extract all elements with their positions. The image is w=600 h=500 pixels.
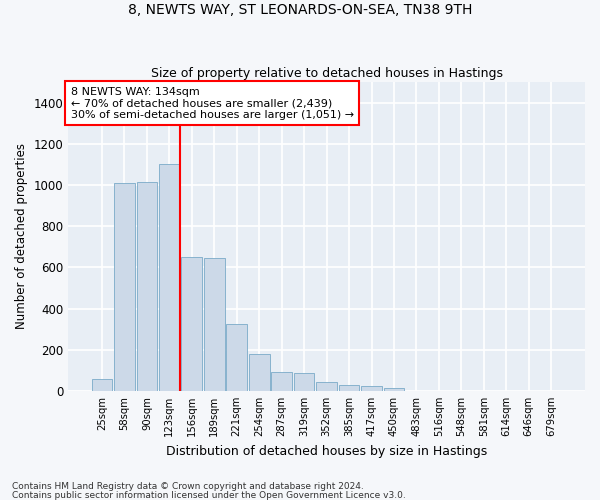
Text: Contains HM Land Registry data © Crown copyright and database right 2024.: Contains HM Land Registry data © Crown c… bbox=[12, 482, 364, 491]
X-axis label: Distribution of detached houses by size in Hastings: Distribution of detached houses by size … bbox=[166, 444, 487, 458]
Bar bbox=[339, 386, 359, 391]
Bar bbox=[159, 164, 179, 391]
Bar bbox=[114, 183, 135, 391]
Bar bbox=[294, 374, 314, 391]
Bar bbox=[204, 258, 224, 391]
Bar bbox=[92, 378, 112, 391]
Bar bbox=[137, 182, 157, 391]
Bar bbox=[249, 354, 269, 391]
Bar bbox=[271, 372, 292, 391]
Bar bbox=[181, 257, 202, 391]
Bar bbox=[316, 382, 337, 391]
Bar bbox=[383, 388, 404, 391]
Bar bbox=[361, 386, 382, 391]
Text: 8, NEWTS WAY, ST LEONARDS-ON-SEA, TN38 9TH: 8, NEWTS WAY, ST LEONARDS-ON-SEA, TN38 9… bbox=[128, 2, 472, 16]
Bar bbox=[226, 324, 247, 391]
Y-axis label: Number of detached properties: Number of detached properties bbox=[15, 144, 28, 330]
Title: Size of property relative to detached houses in Hastings: Size of property relative to detached ho… bbox=[151, 66, 503, 80]
Text: 8 NEWTS WAY: 134sqm
← 70% of detached houses are smaller (2,439)
30% of semi-det: 8 NEWTS WAY: 134sqm ← 70% of detached ho… bbox=[71, 86, 354, 120]
Text: Contains public sector information licensed under the Open Government Licence v3: Contains public sector information licen… bbox=[12, 490, 406, 500]
